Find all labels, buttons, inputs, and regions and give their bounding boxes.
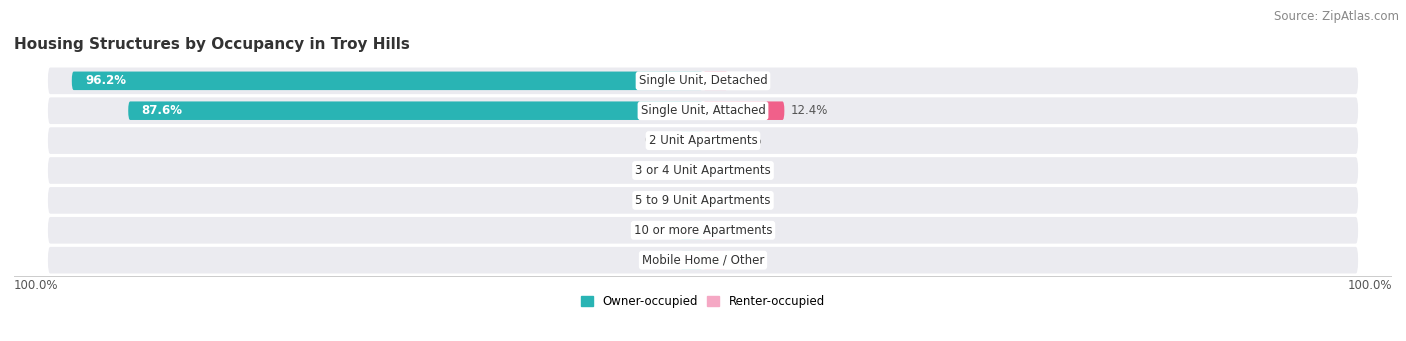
Text: 3.8%: 3.8% [734, 74, 763, 87]
FancyBboxPatch shape [681, 161, 703, 180]
Text: 0.0%: 0.0% [733, 224, 762, 237]
Text: Source: ZipAtlas.com: Source: ZipAtlas.com [1274, 10, 1399, 23]
Text: 2 Unit Apartments: 2 Unit Apartments [648, 134, 758, 147]
FancyBboxPatch shape [46, 97, 1360, 125]
Text: 100.0%: 100.0% [14, 279, 59, 292]
FancyBboxPatch shape [46, 246, 1360, 275]
Text: 100.0%: 100.0% [1347, 279, 1392, 292]
FancyBboxPatch shape [703, 251, 725, 269]
FancyBboxPatch shape [681, 131, 703, 150]
Text: 0.0%: 0.0% [733, 254, 762, 267]
FancyBboxPatch shape [46, 66, 1360, 95]
FancyBboxPatch shape [46, 186, 1360, 215]
FancyBboxPatch shape [703, 131, 725, 150]
Text: 0.0%: 0.0% [644, 164, 673, 177]
FancyBboxPatch shape [46, 216, 1360, 244]
Text: Housing Structures by Occupancy in Troy Hills: Housing Structures by Occupancy in Troy … [14, 38, 411, 53]
Text: 0.0%: 0.0% [644, 194, 673, 207]
FancyBboxPatch shape [72, 72, 703, 90]
Legend: Owner-occupied, Renter-occupied: Owner-occupied, Renter-occupied [576, 291, 830, 313]
Text: Single Unit, Attached: Single Unit, Attached [641, 104, 765, 117]
FancyBboxPatch shape [128, 101, 703, 120]
Text: 87.6%: 87.6% [142, 104, 183, 117]
Text: 12.4%: 12.4% [792, 104, 828, 117]
FancyBboxPatch shape [703, 161, 725, 180]
FancyBboxPatch shape [681, 251, 703, 269]
Text: 0.0%: 0.0% [733, 194, 762, 207]
FancyBboxPatch shape [703, 72, 728, 90]
Text: 0.0%: 0.0% [733, 164, 762, 177]
FancyBboxPatch shape [703, 101, 785, 120]
FancyBboxPatch shape [681, 191, 703, 210]
Text: 96.2%: 96.2% [84, 74, 127, 87]
FancyBboxPatch shape [703, 221, 725, 240]
FancyBboxPatch shape [681, 221, 703, 240]
Text: 0.0%: 0.0% [644, 134, 673, 147]
Text: 3 or 4 Unit Apartments: 3 or 4 Unit Apartments [636, 164, 770, 177]
Text: Single Unit, Detached: Single Unit, Detached [638, 74, 768, 87]
Text: 5 to 9 Unit Apartments: 5 to 9 Unit Apartments [636, 194, 770, 207]
FancyBboxPatch shape [46, 126, 1360, 155]
Text: 0.0%: 0.0% [644, 254, 673, 267]
Text: Mobile Home / Other: Mobile Home / Other [641, 254, 765, 267]
FancyBboxPatch shape [46, 156, 1360, 185]
Text: 10 or more Apartments: 10 or more Apartments [634, 224, 772, 237]
Text: 0.0%: 0.0% [733, 134, 762, 147]
FancyBboxPatch shape [703, 191, 725, 210]
Text: 0.0%: 0.0% [644, 224, 673, 237]
